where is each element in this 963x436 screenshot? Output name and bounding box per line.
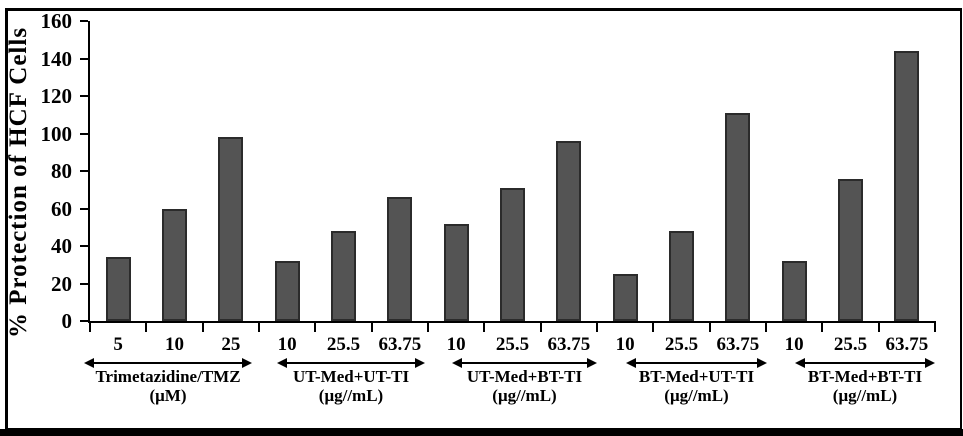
group-range-arrow [803,362,927,364]
x-tick-label: 63.75 [885,334,929,355]
x-tick [370,321,373,332]
y-tick-label: 0 [61,309,73,333]
right-arrowhead-icon [415,358,425,368]
group-unit-label: (μg//mL) [664,386,729,405]
x-tick [877,321,880,332]
bar [612,274,638,321]
bar [725,112,751,321]
y-tick-label: 20 [51,271,72,296]
group-range-arrow [285,362,417,364]
x-tick [708,321,711,332]
bar [781,261,807,321]
x-tick-label: 10 [784,334,804,355]
y-tick-label: 40 [51,234,72,258]
right-arrowhead-icon [925,358,935,368]
group-label: Trimetazidine/TMZ [95,367,241,386]
x-tick-label: 63.75 [716,334,760,355]
left-arrowhead-icon [84,358,94,368]
y-tick [80,20,88,22]
y-tick [80,170,88,172]
y-tick [80,207,88,210]
y-axis-line [88,21,90,323]
x-tick-label: 63.75 [547,334,591,355]
x-tick-label: 10 [615,334,635,355]
bar [556,141,582,321]
x-tick [145,321,148,332]
y-tick-label: 160 [40,9,73,33]
x-tick [314,321,317,332]
bar [838,178,863,321]
x-tick-label: 10 [165,334,184,355]
right-arrowhead-icon [242,358,252,368]
y-tick-label: 140 [40,46,73,71]
left-arrowhead-icon [795,358,805,368]
right-arrowhead-icon [757,358,767,368]
y-tick-label: 120 [40,84,73,108]
x-tick-label: 25.5 [833,334,868,355]
group-unit-label: (μg//mL) [832,386,898,405]
group-range-arrow [634,362,759,364]
left-arrowhead-icon [277,358,287,368]
y-tick-label: 80 [51,159,72,183]
x-tick [89,321,91,332]
group-label: BT-Med+BT-TI [807,367,923,386]
x-tick-label: 10 [277,334,297,355]
left-arrowhead-icon [626,358,636,368]
bar [669,231,694,321]
bar [894,51,920,321]
x-tick-label: 63.75 [378,334,422,355]
x-tick [258,321,260,332]
bar [443,223,469,321]
y-tick [80,282,88,285]
x-tick [765,321,767,332]
y-tick [80,132,88,135]
bar [331,231,356,321]
x-tick-label: 25.5 [495,334,530,355]
bottom-border-band [0,429,963,436]
y-tick [80,57,88,60]
x-tick [483,321,486,332]
left-arrowhead-icon [452,358,462,368]
x-tick-label: 10 [446,334,466,355]
y-tick-label: 60 [51,196,72,221]
group-label: BT-Med+UT-TI [638,367,755,386]
x-tick [934,321,936,332]
bar [500,187,525,321]
group-label: UT-Med+BT-TI [466,367,583,386]
x-axis-line [88,321,936,323]
y-tick-label: 100 [40,121,73,146]
bar [274,261,300,321]
x-tick-label: 5 [113,334,123,355]
x-tick [821,321,824,332]
group-unit-label: (μg//mL) [318,386,384,405]
group-range-arrow [460,362,589,364]
bar [218,137,244,321]
group-unit-label: (μg//mL) [492,386,557,405]
x-tick-label: 25 [221,334,241,355]
bar [387,197,413,321]
bar [105,257,131,321]
x-tick [596,321,598,332]
group-label: UT-Med+UT-TI [292,367,410,386]
group-unit-label: (μM) [149,386,187,405]
y-tick [80,95,88,97]
x-tick [539,321,542,332]
bar [162,208,187,321]
x-tick [652,321,655,332]
right-arrowhead-icon [587,358,597,368]
group-range-arrow [92,362,244,364]
y-tick [80,320,88,322]
x-tick-label: 25.5 [326,334,361,355]
x-tick-label: 25.5 [664,334,699,355]
x-tick [427,321,429,332]
x-tick [201,321,204,332]
y-tick [80,245,88,247]
